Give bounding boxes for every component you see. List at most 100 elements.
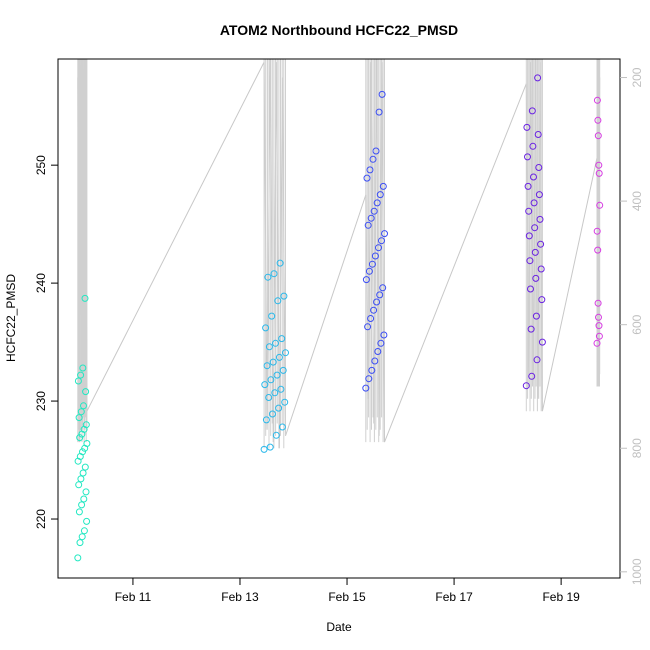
data-point [376, 291, 384, 299]
data-point [530, 173, 537, 181]
x-tick-label: Feb 13 [221, 590, 259, 604]
data-point [379, 284, 387, 292]
data-point [531, 248, 539, 256]
data-point [595, 332, 603, 340]
data-point [368, 366, 376, 374]
data-point [266, 443, 274, 451]
data-point [537, 240, 545, 248]
data-point [362, 384, 370, 392]
data-point [595, 313, 602, 321]
data-point [274, 297, 282, 305]
data-point [534, 74, 542, 82]
y-tick-label: 230 [34, 391, 48, 411]
data-point [260, 445, 268, 453]
data-point [529, 142, 537, 150]
data-point [523, 123, 531, 131]
data-point [81, 463, 89, 471]
data-point [82, 421, 90, 429]
y-axis: 220 230 240 250 [34, 155, 58, 529]
data-point [364, 221, 372, 229]
data-point [536, 215, 544, 223]
data-point [377, 339, 385, 347]
data-point [373, 298, 381, 306]
data-point [270, 270, 278, 278]
data-point [365, 267, 373, 275]
data-point [526, 257, 534, 265]
data-point [378, 90, 386, 98]
data-point [375, 244, 382, 252]
data-point [373, 199, 381, 207]
data-point [76, 434, 84, 442]
data-point [280, 292, 288, 300]
data-point [278, 335, 286, 343]
data-point [527, 285, 534, 293]
data-point [595, 322, 603, 330]
secondary-y-axis: 200 400 600 800 1000 [620, 67, 644, 585]
data-point [263, 362, 271, 370]
data-point [275, 353, 283, 361]
data-point [594, 299, 602, 307]
data-point [371, 357, 379, 365]
y2-tick-label: 400 [630, 191, 644, 211]
data-point [276, 259, 284, 267]
data-point [272, 431, 280, 439]
y2-tick-label: 1000 [630, 558, 644, 585]
altitude-trace-line [77, 58, 601, 449]
data-point [537, 265, 545, 273]
data-point [265, 343, 273, 351]
data-point [364, 323, 372, 331]
data-point [74, 377, 82, 385]
data-point [525, 207, 533, 215]
data-point [596, 201, 604, 209]
x-tick-label: Feb 15 [328, 590, 366, 604]
data-point [267, 376, 275, 384]
y-tick-label: 240 [34, 273, 48, 293]
data-point [77, 408, 85, 416]
y2-tick-label: 800 [630, 438, 644, 458]
data-point [374, 348, 382, 355]
data-point [368, 260, 376, 268]
data-point [79, 469, 87, 477]
data-point [264, 273, 272, 281]
data-point [594, 116, 602, 124]
data-point [369, 155, 377, 163]
x-axis: Feb 11 Feb 13 Feb 15 Feb 17 Feb 19 [115, 577, 580, 604]
data-point [380, 331, 388, 339]
data-point [363, 174, 371, 182]
data-point [593, 96, 601, 104]
data-point [262, 416, 270, 424]
data-point [278, 423, 286, 431]
data-point [379, 182, 387, 190]
y-tick-label: 250 [34, 155, 48, 175]
data-point [531, 224, 539, 232]
data-point [528, 107, 536, 115]
data-point [83, 517, 91, 525]
data-point [370, 306, 378, 314]
data-point [371, 252, 379, 260]
data-point [594, 132, 602, 140]
data-point [527, 325, 535, 333]
data-point [75, 481, 83, 489]
data-point [277, 385, 285, 393]
data-point [75, 414, 83, 422]
data-point [535, 164, 543, 171]
data-point [80, 495, 88, 503]
data-point [82, 388, 90, 396]
data-point [532, 274, 540, 282]
data-point [528, 372, 536, 380]
data-point [83, 440, 91, 447]
data-point [265, 394, 273, 401]
data-point [533, 356, 541, 364]
data-point [365, 375, 373, 383]
data-point [524, 182, 532, 190]
data-point [367, 315, 375, 322]
data-point [281, 398, 289, 406]
data-point [282, 349, 289, 357]
data-point-layer [74, 74, 604, 562]
data-point [275, 404, 283, 412]
y-tick-label: 220 [34, 509, 48, 529]
data-point [269, 358, 277, 366]
data-point [593, 339, 601, 347]
data-point [362, 276, 370, 284]
